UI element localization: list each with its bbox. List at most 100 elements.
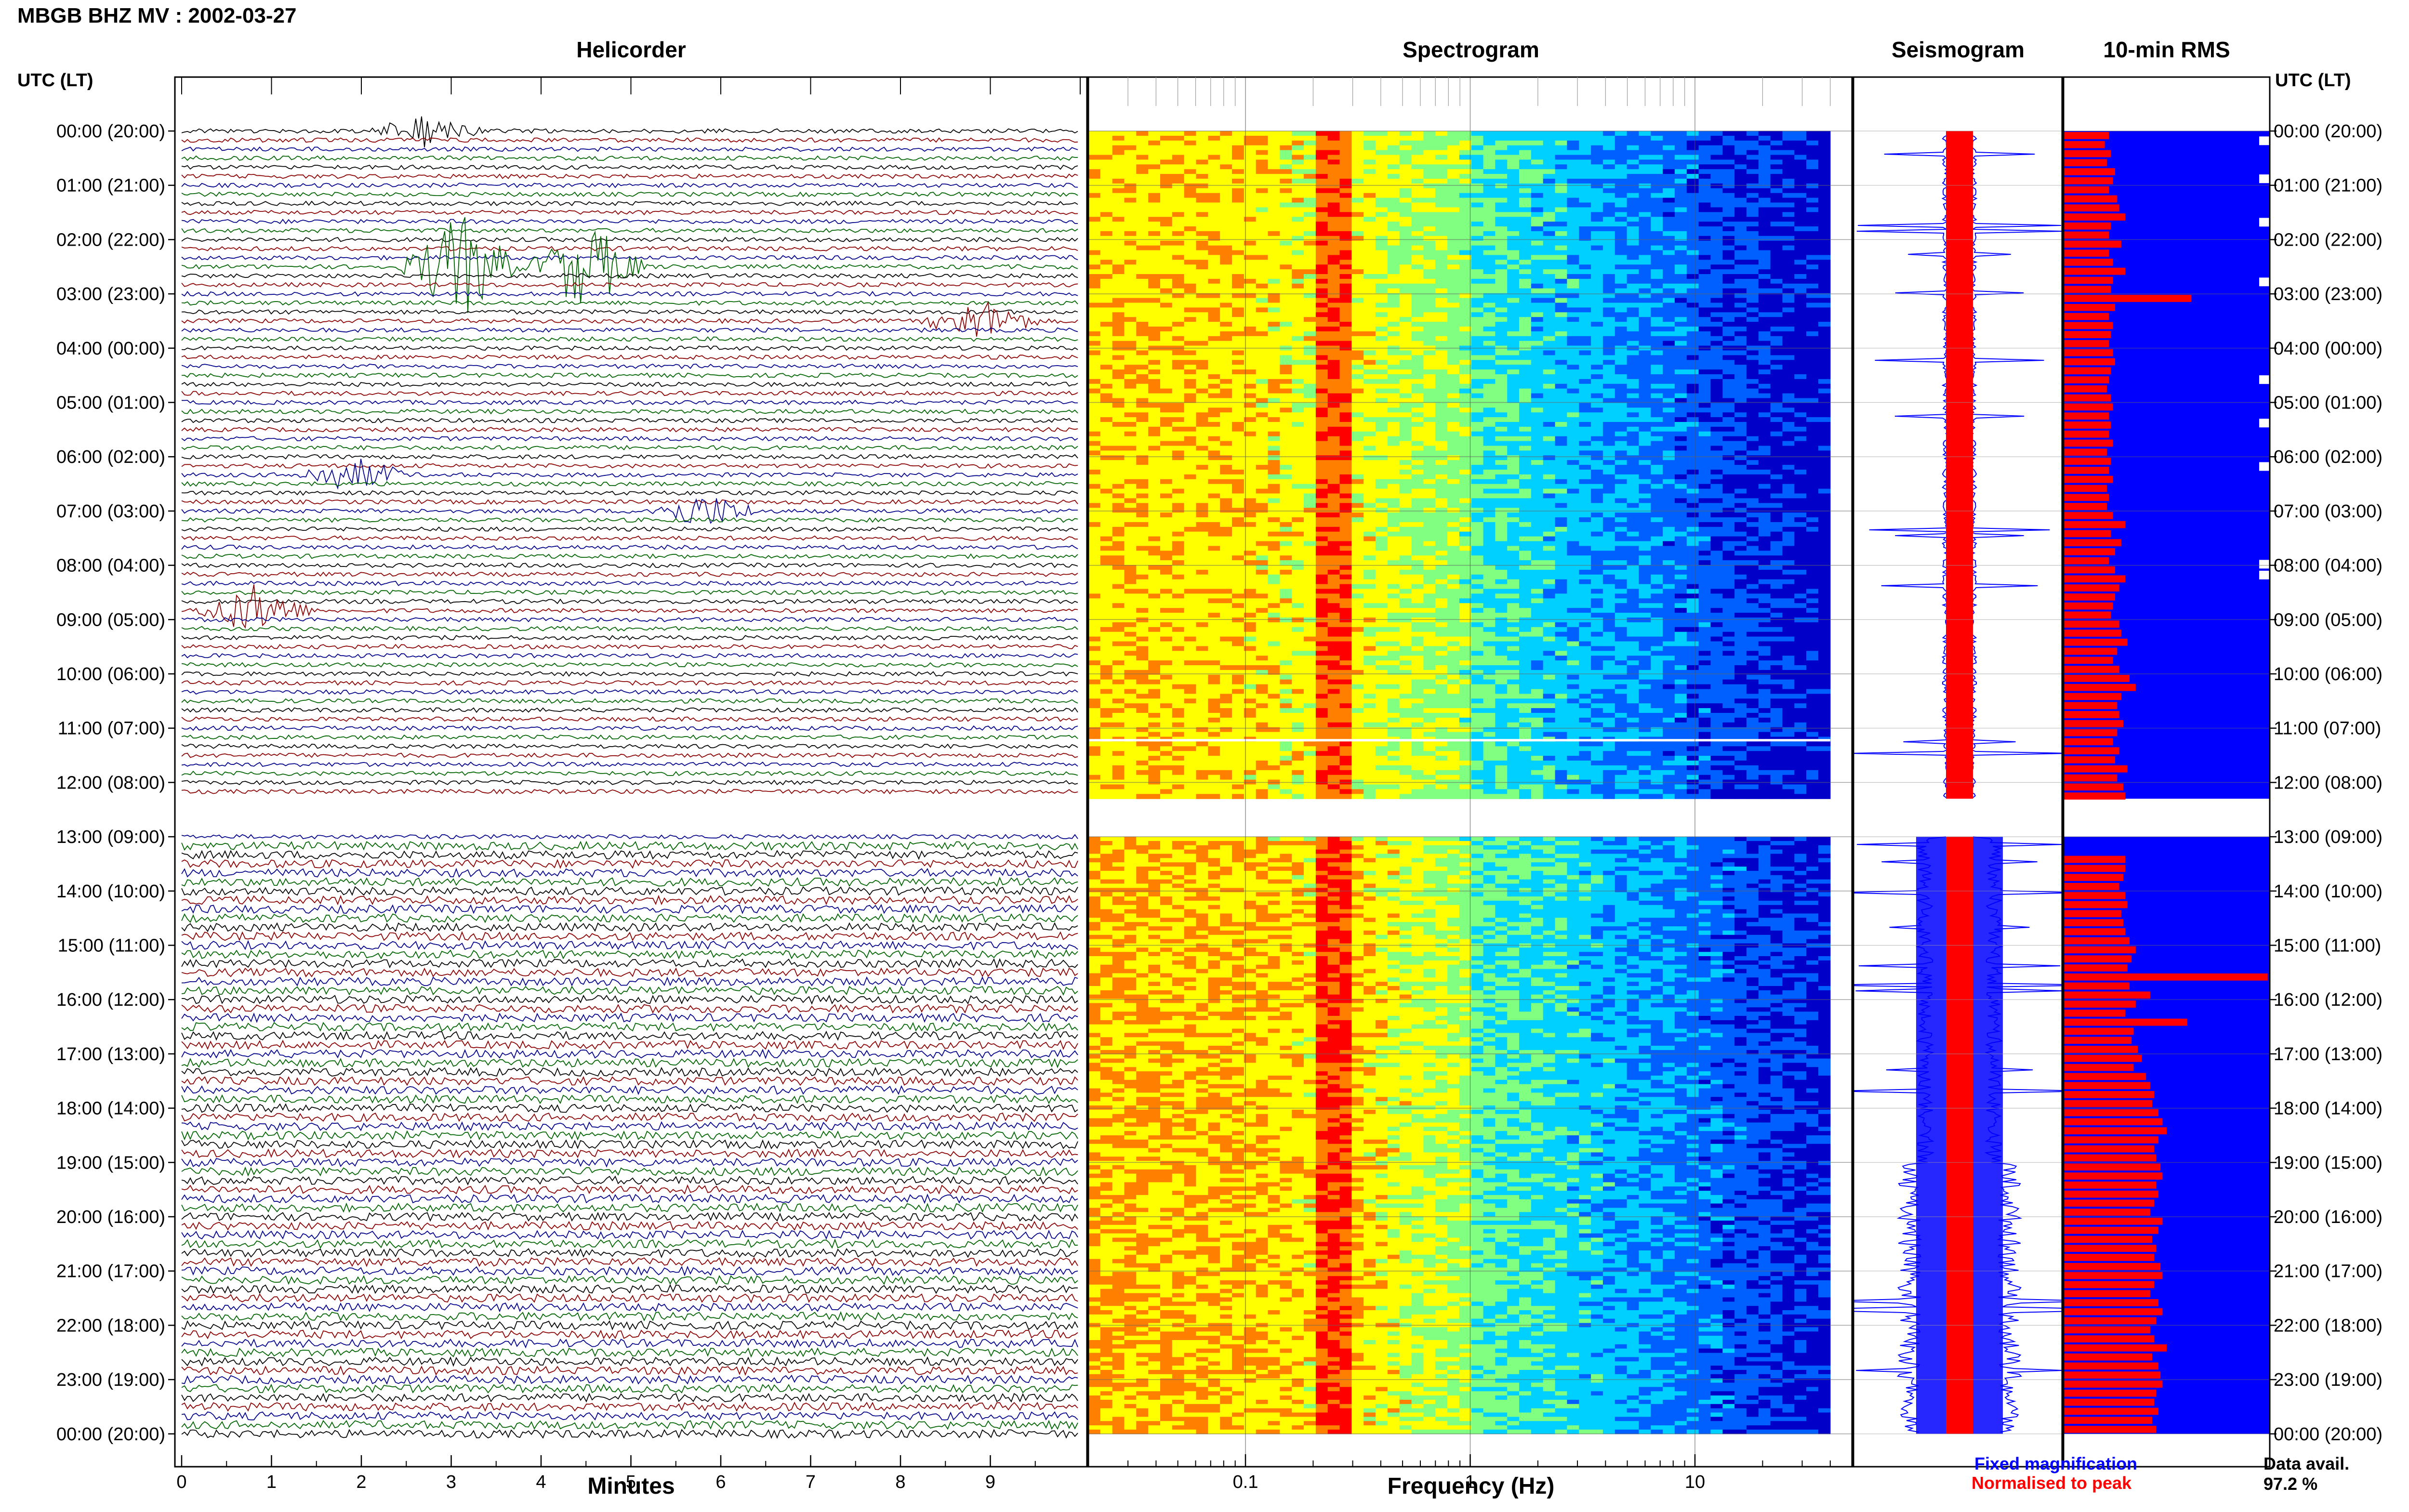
spectrogram-cell [1435, 426, 1448, 432]
spectrogram-cell [1698, 398, 1711, 403]
spectrogram-cell [1184, 174, 1197, 179]
spectrogram-cell [1483, 131, 1496, 136]
spectrogram-cell [1746, 250, 1759, 255]
spectrogram-cell [1363, 460, 1376, 465]
spectrogram-cell [1327, 388, 1340, 394]
spectrogram-cell [1124, 202, 1137, 208]
spectrogram-cell [1232, 436, 1244, 442]
spectrogram-cell [1184, 197, 1197, 203]
spectrogram-cell [1710, 431, 1723, 437]
spectrogram-cell [1734, 470, 1747, 475]
spectrogram-cell [1734, 493, 1747, 499]
spectrogram-cell [1447, 140, 1460, 146]
spectrogram-cell [1184, 188, 1197, 194]
spectrogram-cell [1268, 264, 1280, 270]
spectrogram-cell [1543, 417, 1556, 422]
spectrogram-cell [1232, 350, 1244, 355]
spectrogram-cell [1292, 197, 1304, 203]
helicorder-trace [181, 445, 1078, 451]
spectrogram-cell [1100, 202, 1113, 208]
spectrogram-cell [1339, 493, 1352, 499]
spectrogram-cell [1567, 250, 1579, 255]
spectrogram-cell [1483, 245, 1496, 251]
spectrogram-cell [1184, 322, 1197, 327]
spectrogram-cell [1411, 278, 1424, 284]
spectrogram-cell [1172, 422, 1185, 427]
spectrogram-cell [1495, 240, 1508, 246]
spectrogram-cell [1567, 293, 1579, 299]
spectrogram-cell [1339, 398, 1352, 403]
spectrogram-cell [1818, 474, 1831, 480]
spectrogram-cell [1268, 431, 1280, 437]
spectrogram-cell [1172, 474, 1185, 480]
spectrogram-cell [1722, 460, 1735, 465]
spectrogram-cell [1579, 327, 1591, 332]
spectrogram-cell [1651, 207, 1663, 212]
spectrogram-cell [1244, 217, 1257, 222]
spectrogram-cell [1543, 498, 1556, 503]
spectrogram-cell [1615, 207, 1628, 212]
spectrogram-cell [1519, 302, 1532, 308]
spectrogram-cell [1639, 460, 1651, 465]
spectrogram-cell [1387, 274, 1400, 279]
spectrogram-cell [1387, 369, 1400, 375]
spectrogram-cell [1483, 408, 1496, 413]
spectrogram-cell [1088, 197, 1101, 203]
spectrogram-cell [1507, 460, 1520, 465]
spectrogram-cell [1280, 369, 1292, 375]
spectrogram-cell [1399, 236, 1412, 241]
spectrogram-cell [1782, 222, 1795, 227]
spectrogram-cell [1507, 212, 1520, 217]
spectrogram-cell [1435, 236, 1448, 241]
spectrogram-cell [1722, 493, 1735, 499]
spectrogram-cell [1471, 336, 1484, 342]
spectrogram-cell [1459, 222, 1472, 227]
spectrogram-cell [1818, 317, 1831, 322]
spectrogram-cell [1196, 365, 1208, 370]
spectrogram-cell [1363, 150, 1376, 156]
spectrogram-cell [1435, 327, 1448, 332]
spectrogram-cell [1363, 302, 1376, 308]
spectrogram-cell [1376, 131, 1388, 136]
spectrogram-cell [1818, 159, 1831, 165]
spectrogram-cell [1399, 383, 1412, 389]
spectrogram-cell [1627, 408, 1639, 413]
spectrogram-cell [1304, 374, 1316, 380]
helicorder-trace [181, 116, 1078, 147]
spectrogram-cell [1363, 226, 1376, 232]
spectrogram-cell [1579, 470, 1591, 475]
spectrogram-cell [1088, 412, 1101, 418]
spectrogram-cell [1339, 155, 1352, 160]
spectrogram-cell [1471, 298, 1484, 303]
spectrogram-cell [1100, 174, 1113, 179]
spectrogram-cell [1256, 470, 1269, 475]
spectrogram-cell [1639, 388, 1651, 394]
spectrogram-cell [1124, 283, 1137, 289]
spectrogram-cell [1602, 465, 1615, 470]
spectrogram-cell [1459, 240, 1472, 246]
spectrogram-cell [1220, 455, 1232, 460]
spectrogram-cell [1148, 374, 1161, 380]
spectrogram-cell [1782, 484, 1795, 489]
spectrogram-cell [1292, 269, 1304, 275]
spectrogram-cell [1663, 159, 1675, 165]
spectrogram-cell [1447, 388, 1460, 394]
spectrogram-cell [1686, 408, 1699, 413]
spectrogram-cell [1292, 145, 1304, 151]
spectrogram-cell [1710, 441, 1723, 447]
spectrogram-cell [1112, 350, 1125, 355]
spectrogram-cell [1615, 278, 1628, 284]
spectrogram-cell [1244, 403, 1257, 408]
spectrogram-cell [1256, 493, 1269, 499]
spectrogram-cell [1435, 412, 1448, 418]
spectrogram-cell [1555, 240, 1567, 246]
spectrogram-cell [1615, 317, 1628, 322]
spectrogram-cell [1088, 222, 1101, 227]
spectrogram-cell [1256, 217, 1269, 222]
spectrogram-cell [1304, 169, 1316, 174]
spectrogram-cell [1602, 260, 1615, 265]
spectrogram-cell [1567, 169, 1579, 174]
spectrogram-cell [1698, 479, 1711, 485]
spectrogram-cell [1746, 460, 1759, 465]
spectrogram-cell [1686, 393, 1699, 399]
